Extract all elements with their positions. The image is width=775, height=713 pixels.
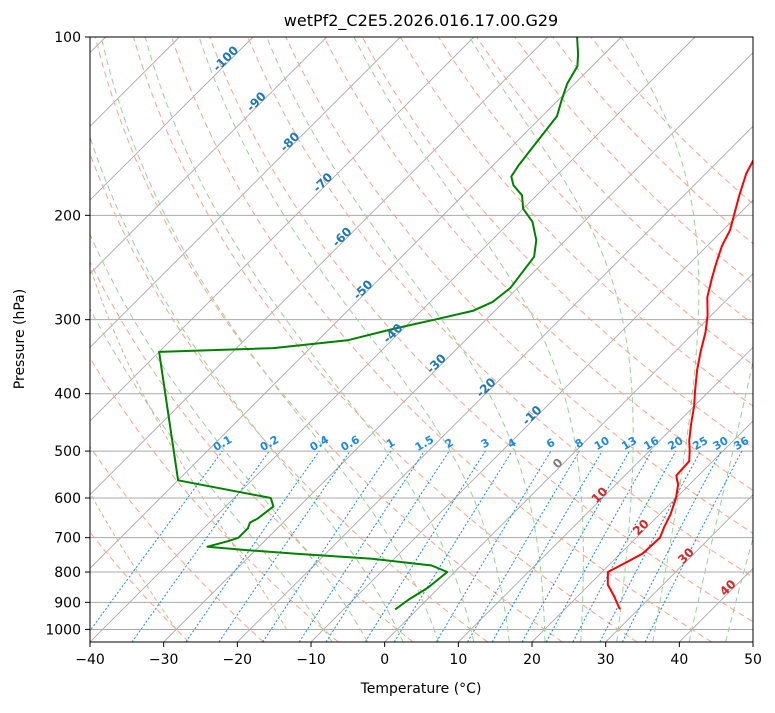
y-tick-label: 700 bbox=[54, 531, 81, 547]
isotherm-line bbox=[237, 125, 753, 642]
curved-guide bbox=[90, 491, 177, 630]
mixing-ratio-line bbox=[545, 450, 653, 642]
dewpoint-profile bbox=[158, 37, 580, 611]
moist-adiabat bbox=[90, 232, 369, 642]
sounding-series bbox=[158, 37, 753, 611]
mixing-ratio-line bbox=[298, 450, 425, 642]
y-tick-label: 500 bbox=[54, 444, 81, 460]
moist-adiabat bbox=[353, 37, 584, 642]
isotherm-line bbox=[90, 37, 475, 422]
isotherm-line bbox=[90, 37, 401, 348]
isotherm-line bbox=[163, 52, 753, 642]
dry-adiabat bbox=[90, 356, 339, 642]
moist-adiabat bbox=[90, 308, 333, 642]
moist-adiabat bbox=[266, 37, 546, 642]
x-tick-label: 40 bbox=[670, 652, 688, 668]
mixing-ratio-line bbox=[521, 450, 630, 642]
moist-adiabat bbox=[198, 37, 510, 642]
mixing-ratio-line bbox=[185, 450, 320, 642]
dry-adiabat bbox=[247, 37, 753, 578]
mixing-ratio-line bbox=[90, 450, 223, 632]
plot-background bbox=[90, 37, 753, 642]
moist-adiabat bbox=[725, 536, 753, 642]
isotherm-line bbox=[90, 37, 696, 642]
moist-adiabat bbox=[90, 135, 404, 642]
mixing-ratio-line bbox=[491, 450, 603, 642]
mixing-ratio-line bbox=[572, 450, 677, 642]
dry-adiabat bbox=[476, 37, 753, 325]
isotherm-line bbox=[605, 494, 753, 642]
x-tick-label: 10 bbox=[449, 652, 467, 668]
y-axis-label: Pressure (hPa) bbox=[12, 289, 28, 389]
dry-adiabat bbox=[171, 37, 712, 642]
mixing-ratio-line bbox=[325, 450, 450, 642]
x-tick-label: −40 bbox=[75, 652, 105, 668]
dry-adiabat bbox=[90, 260, 414, 642]
y-tick-label: 1000 bbox=[45, 622, 81, 638]
x-tick-label: −30 bbox=[149, 652, 179, 668]
x-tick-label: −10 bbox=[296, 652, 326, 668]
temperature-profile bbox=[606, 158, 753, 610]
isotherm-line bbox=[458, 346, 753, 642]
curved-guide bbox=[90, 265, 288, 630]
dry-adiabat bbox=[323, 37, 753, 491]
mixing-ratio-line bbox=[644, 450, 743, 642]
x-tick-label: 50 bbox=[744, 652, 762, 668]
dry-adiabats bbox=[90, 37, 753, 642]
y-tick-label: 200 bbox=[54, 208, 81, 224]
dry-adiabat bbox=[132, 37, 638, 642]
chart-title: wetPf2_C2E5.2026.016.17.00.G29 bbox=[284, 11, 558, 31]
mixing-ratio-line bbox=[262, 450, 392, 642]
mixing-ratio-line bbox=[131, 450, 270, 642]
isotherm-line bbox=[90, 37, 254, 201]
y-tick-label: 900 bbox=[54, 595, 81, 611]
isotherm-line bbox=[90, 37, 327, 275]
dry-adiabat bbox=[90, 446, 264, 642]
mixing-ratio-line bbox=[621, 450, 722, 642]
y-tick-label: 100 bbox=[54, 30, 81, 46]
x-tick-label: 20 bbox=[523, 652, 541, 668]
moist-adiabat bbox=[100, 37, 439, 642]
y-tick-label: 600 bbox=[54, 491, 81, 507]
mixing-ratio-lines bbox=[90, 450, 743, 642]
y-tick-label: 800 bbox=[54, 565, 81, 581]
mixing-ratio-line bbox=[393, 450, 513, 642]
moist-adiabat bbox=[144, 37, 475, 642]
isotherm-line bbox=[90, 37, 548, 496]
x-axis-label: Temperature (°C) bbox=[360, 681, 482, 697]
plot-frame bbox=[89, 36, 754, 643]
x-tick-label: 30 bbox=[597, 652, 615, 668]
isotherm-gridlines bbox=[90, 37, 753, 642]
x-axis-ticks: −40 −30 −20 −10 0 10 20 30 40 50 bbox=[75, 642, 762, 668]
isotherm-line bbox=[90, 37, 622, 569]
dry-adiabat bbox=[94, 37, 563, 642]
mixing-ratio-line bbox=[218, 450, 351, 642]
dry-adiabat bbox=[209, 37, 753, 623]
moist-adiabat bbox=[620, 37, 700, 642]
moist-adiabats bbox=[90, 37, 753, 642]
y-tick-label: 400 bbox=[54, 387, 81, 403]
dry-adiabat bbox=[285, 37, 753, 535]
isotherm-line bbox=[384, 273, 753, 642]
moist-adiabat bbox=[688, 358, 753, 642]
curved-guide-lines bbox=[90, 265, 288, 630]
dry-adiabat bbox=[514, 37, 753, 285]
x-tick-label: −20 bbox=[223, 652, 253, 668]
y-axis-ticks: 1000 900 800 700 600 500 400 300 200 100 bbox=[45, 30, 90, 638]
isotherm-line bbox=[531, 420, 753, 642]
x-tick-label: 0 bbox=[380, 652, 389, 668]
y-tick-label: 300 bbox=[54, 313, 81, 329]
